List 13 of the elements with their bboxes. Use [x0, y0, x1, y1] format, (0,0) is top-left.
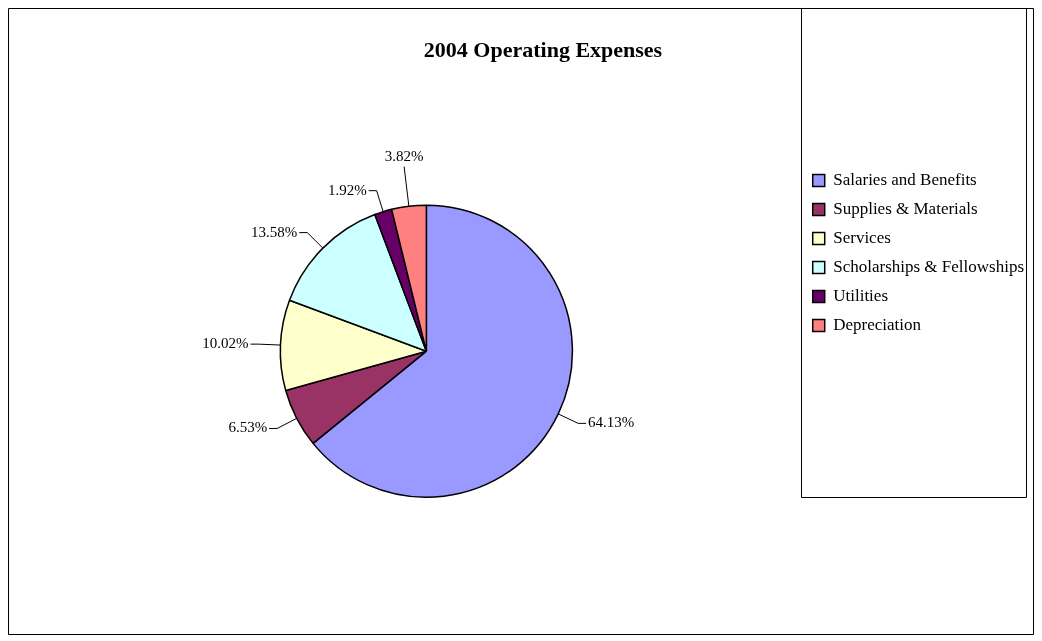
legend-label: Salaries and Benefits: [833, 169, 977, 189]
legend-label: Depreciation: [833, 314, 922, 334]
legend-label: Utilities: [833, 285, 888, 305]
data-label: 6.53%: [228, 419, 268, 436]
data-label: 3.82%: [384, 147, 424, 164]
data-label: 13.58%: [251, 223, 298, 240]
legend-label: Services: [833, 227, 891, 247]
legend-label: Scholarships & Fellowships: [833, 256, 1025, 276]
text: 2004 Operating Expenses: [423, 36, 663, 62]
data-label: 64.13%: [588, 414, 635, 431]
legend-label: Supplies & Materials: [833, 198, 978, 218]
data-label: 10.02%: [202, 335, 249, 352]
data-label: 1.92%: [327, 181, 367, 198]
